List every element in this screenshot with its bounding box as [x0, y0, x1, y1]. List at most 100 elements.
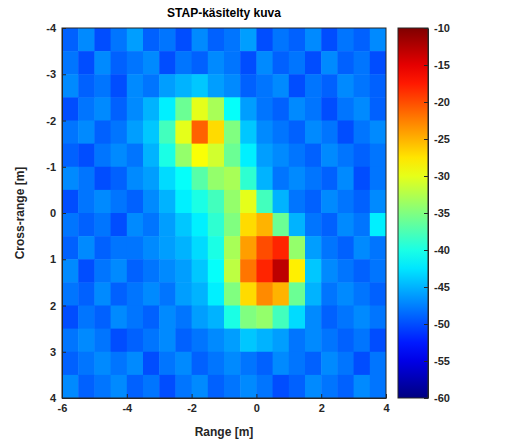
cell: [224, 97, 241, 121]
cell: [240, 259, 257, 283]
cell: [192, 74, 209, 98]
cell: [175, 259, 192, 283]
cell: [208, 190, 225, 214]
cell: [224, 28, 241, 52]
cell: [111, 329, 128, 353]
cell: [305, 329, 322, 353]
tick: 0: [254, 394, 260, 414]
cell: [78, 97, 95, 121]
cell: [78, 329, 95, 353]
cell: [370, 74, 386, 98]
cell: [289, 28, 306, 52]
cell: [240, 329, 257, 353]
cell: [289, 97, 306, 121]
tick: 3: [50, 346, 66, 358]
cell: [143, 190, 160, 214]
cell: [370, 259, 386, 283]
cell: [256, 74, 273, 98]
cell: [240, 282, 257, 306]
cell: [62, 97, 79, 121]
tick-label: -4: [122, 402, 133, 414]
cell: [192, 28, 209, 52]
cell: [192, 51, 209, 75]
cell: [256, 121, 273, 145]
cell: [240, 236, 257, 260]
cell: [273, 375, 290, 398]
cell: [273, 167, 290, 191]
cell: [62, 259, 79, 283]
cell: [354, 74, 371, 98]
cell: [159, 97, 176, 121]
cell: [289, 259, 306, 283]
cell: [175, 144, 192, 168]
cell: [78, 121, 95, 145]
tick-label: 1: [50, 253, 56, 265]
cell: [305, 375, 322, 398]
cell: [273, 121, 290, 145]
cell: [370, 375, 386, 398]
cell: [208, 28, 225, 52]
tick-label: -50: [434, 318, 450, 330]
cell: [305, 28, 322, 52]
cell: [94, 352, 111, 376]
cell: [159, 352, 176, 376]
cell: [192, 190, 209, 214]
tick: -4: [46, 22, 66, 34]
cell: [289, 282, 306, 306]
tick-mark: [424, 65, 428, 66]
cell: [62, 51, 79, 75]
cell: [224, 144, 241, 168]
cell: [256, 190, 273, 214]
cell: [159, 51, 176, 75]
cell: [143, 121, 160, 145]
tick: -2: [187, 394, 197, 414]
cell: [127, 190, 144, 214]
cell: [94, 306, 111, 330]
tick-label: -40: [434, 244, 450, 256]
cell: [143, 236, 160, 260]
tick-mark: [424, 102, 428, 103]
cell: [273, 97, 290, 121]
cell: [94, 97, 111, 121]
cell: [273, 144, 290, 168]
tick-label: 4: [383, 402, 390, 414]
tick-mark: [62, 352, 66, 353]
cell: [127, 213, 144, 237]
tick-label: -2: [46, 115, 56, 127]
cell: [224, 306, 241, 330]
cell: [208, 144, 225, 168]
cell: [224, 74, 241, 98]
cell: [354, 190, 371, 214]
cell: [321, 97, 338, 121]
cell: [111, 352, 128, 376]
cell: [321, 375, 338, 398]
cell: [208, 282, 225, 306]
cell: [127, 375, 144, 398]
cell: [175, 97, 192, 121]
tick-mark: [424, 250, 428, 251]
cell: [321, 190, 338, 214]
cell: [305, 213, 322, 237]
cell: [175, 213, 192, 237]
cell: [143, 167, 160, 191]
cell: [273, 236, 290, 260]
cell: [62, 190, 79, 214]
cell: [192, 306, 209, 330]
cell: [78, 51, 95, 75]
cell: [354, 97, 371, 121]
cell: [127, 97, 144, 121]
cell: [321, 259, 338, 283]
cell: [94, 121, 111, 145]
cell: [111, 97, 128, 121]
cell: [62, 74, 79, 98]
cell: [321, 352, 338, 376]
cell: [62, 306, 79, 330]
tick-label: -6: [58, 402, 68, 414]
cell: [208, 306, 225, 330]
tick: -25: [424, 133, 450, 145]
cell: [78, 74, 95, 98]
tick-mark: [62, 398, 66, 399]
tick-mark: [424, 287, 428, 288]
cell: [354, 282, 371, 306]
cell: [175, 282, 192, 306]
